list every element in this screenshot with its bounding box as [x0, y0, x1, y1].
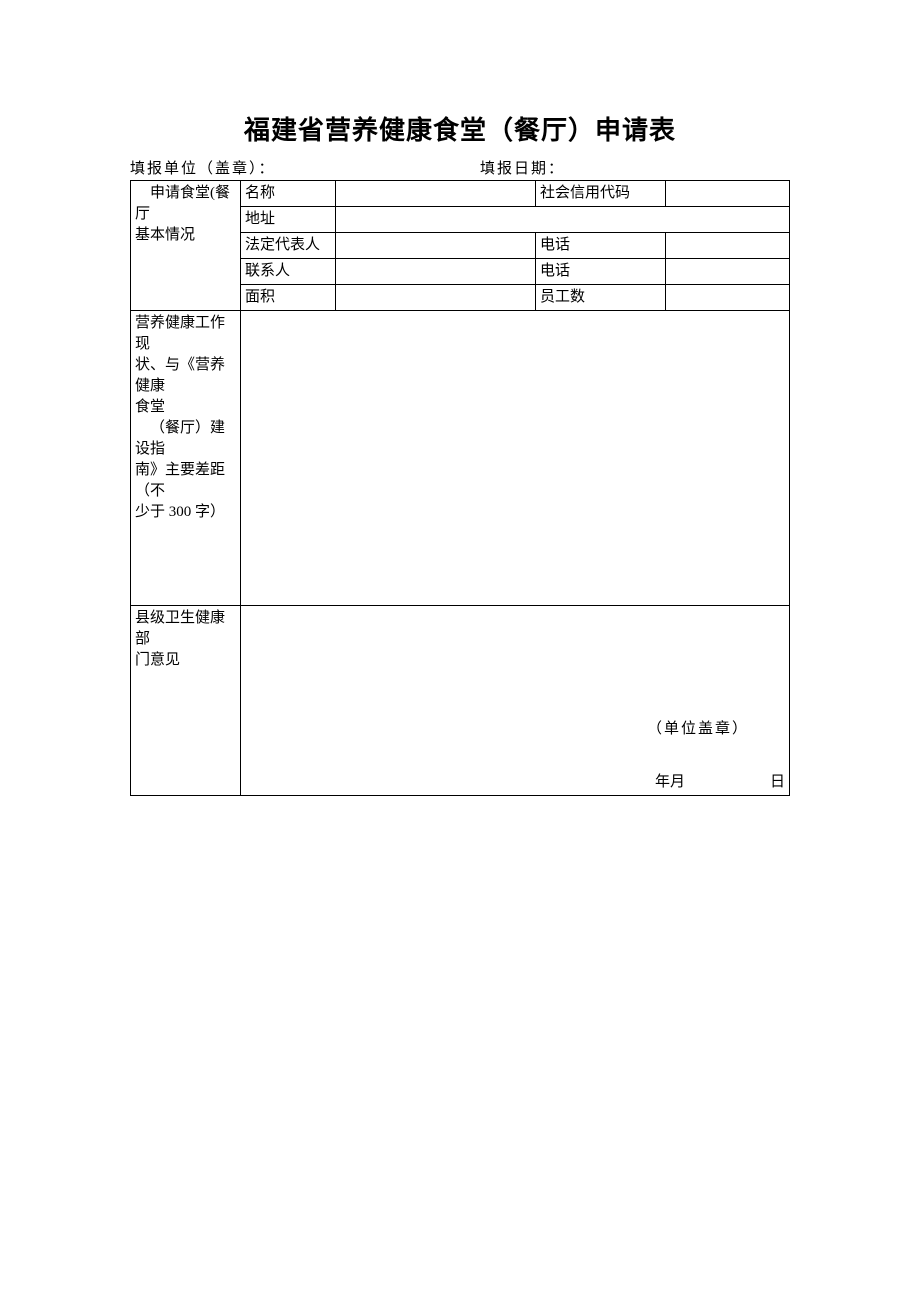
status-gap-line1: 营养健康工作现: [135, 315, 225, 352]
fill-date-label: 填报日期：: [440, 157, 790, 178]
field-value: [336, 285, 536, 311]
date-line: 年月 日: [655, 772, 785, 793]
county-opinion-line2: 门意见: [135, 652, 180, 668]
county-opinion-content: （单位盖章） 年月 日: [241, 606, 790, 796]
field-value: [336, 233, 536, 259]
basic-info-heading: 申请食堂(餐厅 基本情况: [131, 181, 241, 311]
field-label: 名称: [241, 181, 336, 207]
table-row: 申请食堂(餐厅 基本情况 名称 社会信用代码: [131, 181, 790, 207]
status-gap-line5: 南》主要差距（不: [135, 462, 225, 499]
header-row: 填报单位（盖章）： 填报日期：: [130, 157, 790, 178]
fill-unit-label: 填报单位（盖章）：: [130, 157, 440, 178]
field-label: 联系人: [241, 259, 336, 285]
field-value: [336, 207, 790, 233]
field-value: [666, 181, 790, 207]
page-title: 福建省营养健康食堂（餐厅）申请表: [130, 110, 790, 147]
field-value: [336, 181, 536, 207]
status-gap-line3: 食堂: [135, 399, 165, 415]
county-opinion-heading: 县级卫生健康部 门意见: [131, 606, 241, 796]
status-gap-line2: 状、与《营养健康: [135, 357, 225, 394]
date-d: 日: [770, 774, 785, 790]
table-row: 县级卫生健康部 门意见 （单位盖章） 年月 日: [131, 606, 790, 796]
field-label: 社会信用代码: [536, 181, 666, 207]
table-row: 营养健康工作现 状、与《营养健康 食堂 （餐厅）建设指 南》主要差距（不 少于 …: [131, 311, 790, 606]
field-value: [666, 259, 790, 285]
status-gap-line4: （餐厅）建设指: [135, 418, 236, 460]
date-ym: 年月: [655, 774, 685, 790]
status-gap-content: [241, 311, 790, 606]
field-label: 员工数: [536, 285, 666, 311]
stamp-label: （单位盖章）: [647, 719, 749, 740]
field-label: 面积: [241, 285, 336, 311]
status-gap-heading: 营养健康工作现 状、与《营养健康 食堂 （餐厅）建设指 南》主要差距（不 少于 …: [131, 311, 241, 606]
field-label: 电话: [536, 259, 666, 285]
county-opinion-line1: 县级卫生健康部: [135, 610, 225, 647]
basic-info-heading-line2: 基本情况: [135, 225, 195, 246]
field-label: 法定代表人: [241, 233, 336, 259]
status-gap-line6: 少于 300 字）: [135, 504, 225, 520]
application-table: 申请食堂(餐厅 基本情况 名称 社会信用代码 地址 法定代表人 电话 联系人 电…: [130, 180, 790, 796]
field-label: 电话: [536, 233, 666, 259]
field-value: [666, 285, 790, 311]
field-value: [336, 259, 536, 285]
field-value: [666, 233, 790, 259]
basic-info-heading-line1: 申请食堂(餐厅: [135, 185, 230, 222]
field-label: 地址: [241, 207, 336, 233]
